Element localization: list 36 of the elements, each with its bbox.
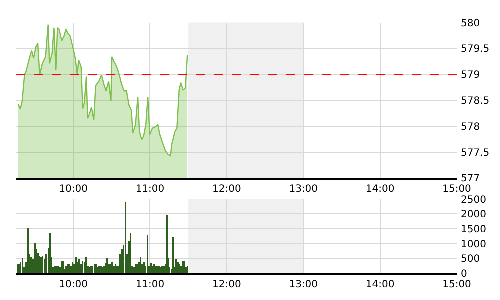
bar	[27, 228, 29, 274]
x-tick-label: 10:00	[59, 279, 88, 290]
y-tick-label: 579.5	[461, 44, 490, 56]
bar	[150, 263, 152, 274]
bar	[49, 233, 51, 274]
x-tick-label: 14:00	[366, 279, 395, 290]
x-tick-label: 10:00	[59, 184, 88, 196]
x-tick-label: 12:00	[212, 184, 242, 196]
y-tick-label: 0	[461, 268, 468, 280]
x-tick-label: 14:00	[366, 184, 395, 196]
y-tick-label: 2500	[461, 194, 486, 206]
bar	[75, 257, 77, 274]
y-tick-label: 579	[461, 70, 480, 82]
y-tick-label: 1000	[461, 239, 486, 250]
x-tick-label: 11:00	[136, 279, 165, 290]
x-tick-label: 11:00	[136, 184, 165, 196]
y-tick-label: 578.5	[461, 96, 490, 107]
y-tick-label: 500	[461, 254, 480, 266]
bar	[172, 237, 174, 274]
y-tick-label: 577	[461, 174, 480, 185]
bar	[85, 257, 87, 274]
x-tick-label: 15:00	[442, 184, 472, 196]
bar	[37, 253, 39, 274]
bar	[78, 259, 80, 274]
y-tick-label: 1500	[461, 224, 486, 236]
y-tick-label: 578	[461, 122, 480, 133]
x-tick-label: 13:00	[289, 184, 318, 196]
bar	[106, 258, 108, 274]
y-tick-label: 2000	[461, 210, 486, 221]
x-tick-label: 13:00	[289, 279, 318, 290]
x-tick-label: 12:00	[212, 279, 242, 290]
x-tick-label: 15:00	[442, 279, 472, 290]
bar	[121, 249, 123, 274]
y-tick-label: 577.5	[461, 148, 490, 159]
y-tick-label: 580	[461, 18, 480, 30]
bar	[143, 262, 145, 274]
